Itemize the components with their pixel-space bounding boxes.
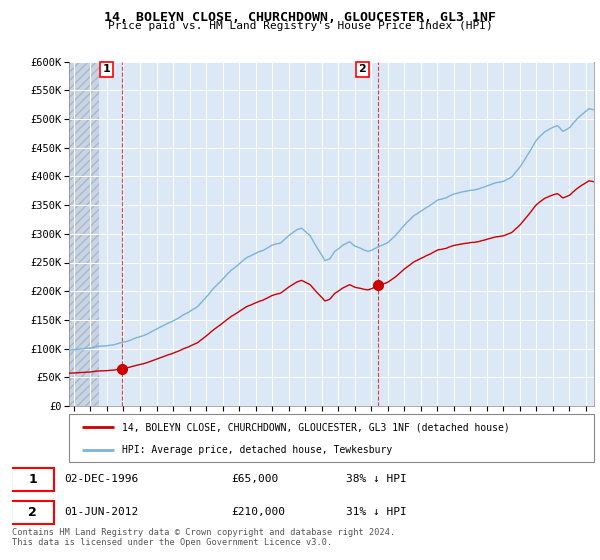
Text: 14, BOLEYN CLOSE, CHURCHDOWN, GLOUCESTER, GL3 1NF (detached house): 14, BOLEYN CLOSE, CHURCHDOWN, GLOUCESTER…	[121, 422, 509, 432]
Text: 14, BOLEYN CLOSE, CHURCHDOWN, GLOUCESTER, GL3 1NF: 14, BOLEYN CLOSE, CHURCHDOWN, GLOUCESTER…	[104, 11, 496, 24]
Text: 38% ↓ HPI: 38% ↓ HPI	[346, 474, 407, 484]
FancyBboxPatch shape	[11, 468, 54, 491]
Text: 2: 2	[28, 506, 37, 519]
Text: 1: 1	[28, 473, 37, 486]
Text: 31% ↓ HPI: 31% ↓ HPI	[346, 507, 407, 517]
Text: HPI: Average price, detached house, Tewkesbury: HPI: Average price, detached house, Tewk…	[121, 445, 392, 455]
Text: 01-JUN-2012: 01-JUN-2012	[64, 507, 138, 517]
Text: Contains HM Land Registry data © Crown copyright and database right 2024.
This d: Contains HM Land Registry data © Crown c…	[12, 528, 395, 547]
Text: £210,000: £210,000	[231, 507, 285, 517]
Text: 2: 2	[359, 64, 367, 74]
Text: Price paid vs. HM Land Registry's House Price Index (HPI): Price paid vs. HM Land Registry's House …	[107, 21, 493, 31]
Text: 02-DEC-1996: 02-DEC-1996	[64, 474, 138, 484]
Text: £65,000: £65,000	[231, 474, 278, 484]
FancyBboxPatch shape	[11, 501, 54, 524]
Text: 1: 1	[103, 64, 110, 74]
